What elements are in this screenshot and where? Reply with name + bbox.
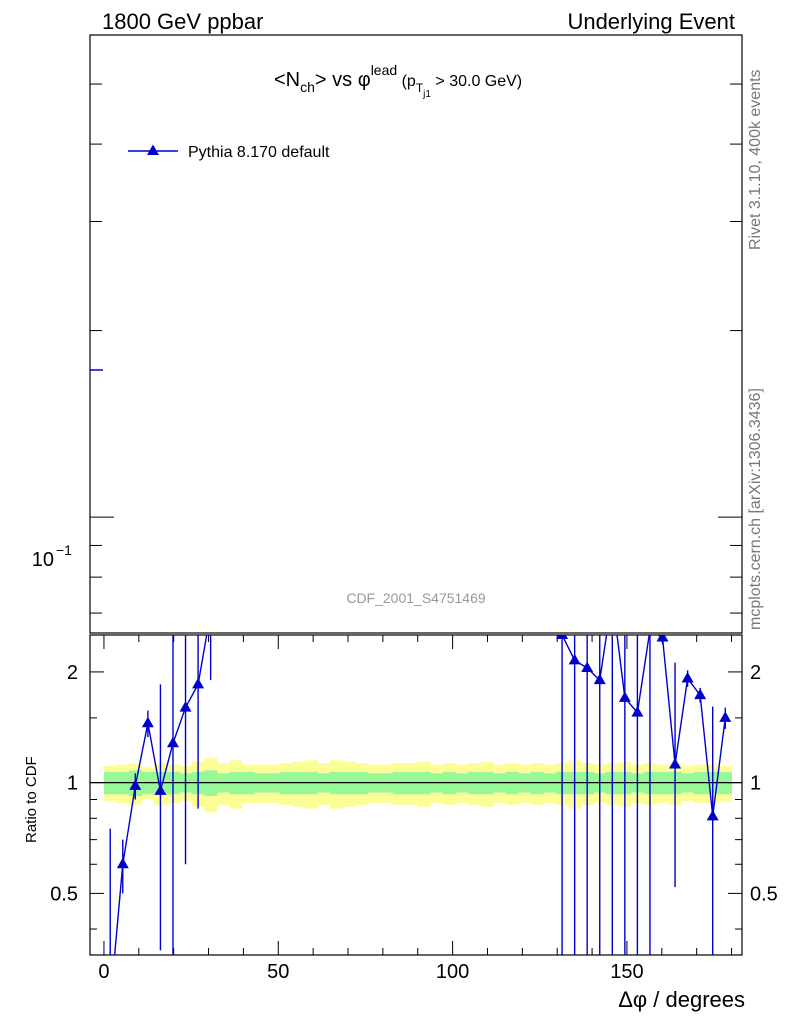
x-tick-label: 100 [436,961,469,983]
data-point-marker [104,998,116,1009]
data-point-marker [719,711,732,722]
ratio-axes: 0 50 100 150 0.5 0.5 1 1 2 2 [50,635,778,983]
title-part-sub-t: T [416,81,424,95]
header-right-label: Underlying Event [567,9,735,34]
title-part-mid: > vs φ [315,69,371,91]
ratio-series [104,590,732,1009]
y-tick-label-right: 0.5 [750,883,778,905]
data-point-marker [179,701,192,712]
legend: Pythia 8.170 default [128,144,330,161]
data-point-marker [192,677,205,689]
data-point-marker [669,758,682,769]
data-point-marker [631,706,644,717]
data-point-marker [656,635,669,642]
x-tick-label: 50 [267,961,289,983]
y-tick-label: 2 [67,662,78,684]
analysis-watermark: CDF_2001_S4751469 [346,590,486,606]
data-point-marker [694,688,707,700]
data-point-marker [706,809,719,821]
main-y-tick-base: 10 [32,549,54,571]
y-tick-label: 0.5 [50,883,78,905]
y-axis-title-ratio: Ratio to CDF [23,756,40,843]
title-part-open: <N [274,69,300,91]
header-left-label: 1800 GeV ppbar [102,9,263,34]
y-tick-label: 1 [67,773,78,795]
data-point-marker [568,653,581,665]
main-y-tick-label: 10 [32,549,54,571]
legend-marker [147,144,159,155]
main-plot-title: <Nch> vs φlead (pTj1 > 30.0 GeV) [274,62,522,100]
x-tick-label: 0 [98,961,109,983]
data-point-marker [593,673,606,685]
main-y-tick-exponent: −1 [56,542,72,558]
x-tick-label: 150 [610,961,643,983]
mcplots-label: mcplots.cern.ch [arXiv:1306.3436] [747,388,764,630]
data-point-marker [618,691,631,702]
data-point-marker [116,857,129,869]
title-part-tail: > 30.0 GeV) [431,73,522,90]
title-part-sub-j1: j1 [422,89,431,100]
data-point-marker [166,736,179,748]
data-point-marker [681,671,694,683]
y-tick-label-right: 1 [750,773,761,795]
title-part-sub-ch: ch [300,79,315,95]
rivet-version-label: Rivet 3.1.10, 400k events [747,69,764,250]
main-plot-frame [89,34,743,634]
data-point-marker [129,779,142,790]
data-point-marker [556,635,569,639]
data-point-marker [606,590,618,601]
title-part-paren: (p [397,73,416,90]
legend-label: Pythia 8.170 default [188,144,330,161]
data-point-marker [141,716,154,728]
y-tick-label-right: 2 [750,662,761,684]
data-point-marker [154,784,167,795]
x-axis-title: Δφ / degrees [618,987,745,1012]
data-point-marker [581,661,594,672]
data-point-marker [205,606,217,617]
title-part-sup-lead: lead [371,62,397,78]
ratio-plot-frame [89,634,743,956]
main-y-axis-ticks [90,83,742,614]
